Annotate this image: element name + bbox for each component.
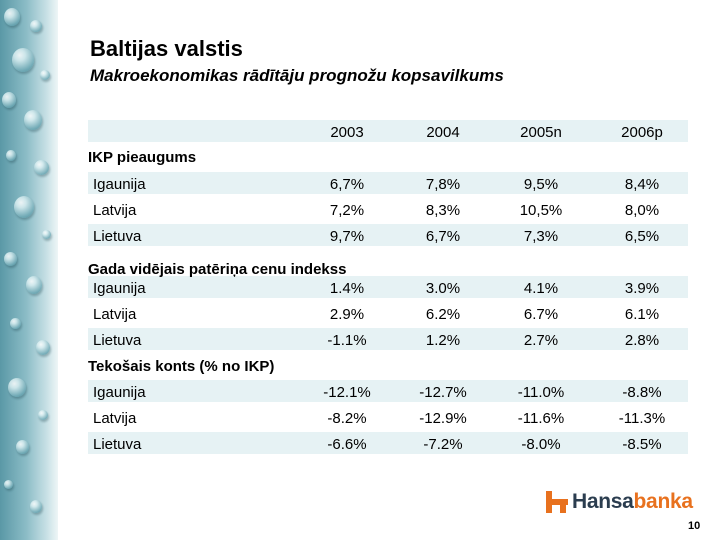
table-cell: 10,5%: [519, 202, 563, 219]
table-cell: -12.9%: [419, 410, 467, 427]
table-band: [88, 328, 688, 350]
country-label: Igaunija: [93, 384, 146, 401]
page-title: Baltijas valstis: [90, 36, 243, 61]
water-drop: [40, 70, 50, 80]
country-label: Lietuva: [93, 332, 142, 349]
table-cell: -11.6%: [517, 410, 565, 427]
water-drop: [30, 500, 42, 513]
table-cell: 6.2%: [425, 306, 461, 323]
table-band: [88, 224, 688, 246]
water-drop: [8, 378, 26, 397]
country-label: Latvija: [93, 410, 137, 427]
water-drop: [4, 8, 20, 26]
country-label: Latvija: [93, 306, 137, 323]
table-cell: -12.1%: [323, 384, 371, 401]
table-cell: 7,3%: [523, 228, 559, 245]
hansabanka-logo: Hansabanka: [546, 488, 693, 516]
table-cell: -11.0%: [517, 384, 565, 401]
logo-part-banka: banka: [633, 490, 694, 513]
hansabanka-mark-icon: [546, 491, 568, 513]
water-drop: [10, 318, 21, 329]
water-drop: [14, 196, 34, 218]
table-cell: 7,2%: [329, 202, 365, 219]
table-band: [88, 380, 688, 402]
header-band: [88, 120, 688, 142]
table-cell: -1.1%: [327, 332, 367, 349]
table-cell: 3.0%: [425, 280, 461, 297]
year-header: 2005n: [520, 124, 562, 141]
table-cell: 2.8%: [624, 332, 660, 349]
country-label: Lietuva: [93, 436, 142, 453]
water-drop: [12, 48, 34, 72]
table-cell: -11.3%: [618, 410, 666, 427]
table-cell: 1.4%: [329, 280, 365, 297]
country-label: Latvija: [93, 202, 137, 219]
table-cell: 3.9%: [624, 280, 660, 297]
table-cell: -7.2%: [423, 436, 463, 453]
table-cell: 2.9%: [329, 306, 365, 323]
table-cell: -8.0%: [521, 436, 561, 453]
water-drop: [38, 410, 48, 420]
table-cell: -8.2%: [327, 410, 367, 427]
section-title: Tekošais konts (% no IKP): [88, 358, 275, 375]
section-title: Gada vidējais patēriņa cenu indekss: [88, 261, 347, 278]
table-cell: 7,8%: [425, 176, 461, 193]
table-cell: 8,4%: [624, 176, 660, 193]
table-cell: 9,5%: [523, 176, 559, 193]
table-band: [88, 432, 688, 454]
water-drop: [4, 480, 13, 489]
logo-part-hansa: Hansa: [572, 490, 634, 513]
logo-wordmark: Hansabanka: [572, 490, 693, 514]
table-band: [88, 172, 688, 194]
year-header: 2006p: [621, 124, 663, 141]
table-cell: 6,7%: [329, 176, 365, 193]
water-drop: [16, 440, 29, 454]
table-cell: 4.1%: [523, 280, 559, 297]
table-cell: 8,3%: [425, 202, 461, 219]
water-drop: [4, 252, 17, 266]
year-header: 2004: [426, 124, 460, 141]
table-cell: 6.7%: [523, 306, 559, 323]
table-cell: 6,7%: [425, 228, 461, 245]
table-cell: -6.6%: [327, 436, 367, 453]
water-drop: [36, 340, 50, 355]
table-cell: 6,5%: [624, 228, 660, 245]
table-cell: -12.7%: [419, 384, 467, 401]
water-drop: [26, 276, 42, 294]
table-cell: 1.2%: [425, 332, 461, 349]
decorative-water-strip: [0, 0, 58, 540]
country-label: Igaunija: [93, 176, 146, 193]
section-title: IKP pieaugums: [88, 149, 197, 166]
table-cell: 9,7%: [329, 228, 365, 245]
table-cell: -8.8%: [622, 384, 662, 401]
table-cell: -8.5%: [622, 436, 662, 453]
country-label: Lietuva: [93, 228, 142, 245]
table-band: [88, 276, 688, 298]
table-cell: 8,0%: [624, 202, 660, 219]
page-subtitle: Makroekonomikas rādītāju prognožu kopsav…: [90, 66, 504, 85]
country-label: Igaunija: [93, 280, 146, 297]
water-drop: [24, 110, 42, 130]
year-header: 2003: [330, 124, 364, 141]
water-drop: [42, 230, 51, 239]
table-cell: 2.7%: [523, 332, 559, 349]
water-drop: [30, 20, 42, 32]
water-drop: [6, 150, 16, 161]
table-cell: 6.1%: [624, 306, 660, 323]
page-number: 10: [688, 520, 701, 532]
water-drop: [2, 92, 16, 108]
water-drop: [34, 160, 49, 175]
